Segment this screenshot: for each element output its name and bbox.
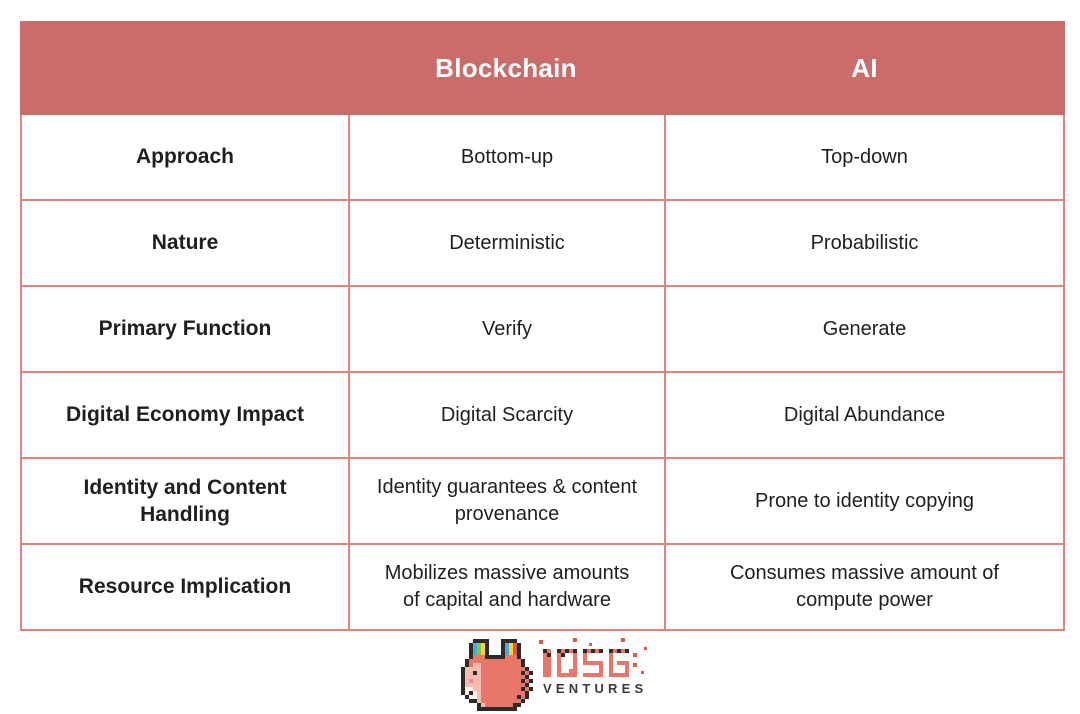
- ai-cell: Probabilistic: [666, 201, 1063, 285]
- header-cell-ai: AI: [851, 52, 878, 83]
- iosg-brand-pixel-text: [543, 649, 629, 677]
- logo-decor-pixel: [589, 643, 592, 646]
- ai-cell: Consumes massive amount of compute power: [666, 545, 1063, 629]
- logo-decor-pixel: [539, 640, 543, 644]
- row-label: Primary Function: [22, 287, 348, 371]
- table-body: Approach Bottom-up Top-down Nature Deter…: [20, 115, 1065, 631]
- logo-decor-pixel: [644, 647, 647, 650]
- row-label: Resource Implication: [22, 545, 348, 629]
- ventures-label: VENTURES: [543, 681, 648, 696]
- logo-decor-pixel: [641, 671, 644, 674]
- logo-text-block: VENTURES: [539, 638, 648, 696]
- logo-decor-pixel: [633, 653, 637, 657]
- blockchain-cell: Bottom-up: [350, 115, 664, 199]
- llama-pixel-icon: [461, 639, 533, 711]
- comparison-table: Blockchain AI Approach Bottom-up Top-dow…: [20, 21, 1065, 631]
- blockchain-cell: Identity guarantees & content provenance: [350, 459, 664, 543]
- ai-cell: Prone to identity copying: [666, 459, 1063, 543]
- logo-decor-pixel: [621, 638, 625, 642]
- row-label: Digital Economy Impact: [22, 373, 348, 457]
- table-header-row: Blockchain AI: [20, 21, 1065, 115]
- iosg-logo: VENTURES: [461, 638, 648, 711]
- ai-cell: Top-down: [666, 115, 1063, 199]
- ai-cell: Digital Abundance: [666, 373, 1063, 457]
- logo-decor-pixel: [573, 638, 577, 642]
- blockchain-cell: Digital Scarcity: [350, 373, 664, 457]
- ai-cell: Generate: [666, 287, 1063, 371]
- blockchain-cell: Deterministic: [350, 201, 664, 285]
- header-cell-blockchain: Blockchain: [435, 52, 577, 83]
- row-label: Approach: [22, 115, 348, 199]
- blockchain-cell: Mobilizes massive amounts of capital and…: [350, 545, 664, 629]
- row-label: Identity and Content Handling: [22, 459, 348, 543]
- logo-decor-pixel: [633, 663, 637, 667]
- blockchain-cell: Verify: [350, 287, 664, 371]
- row-label: Nature: [22, 201, 348, 285]
